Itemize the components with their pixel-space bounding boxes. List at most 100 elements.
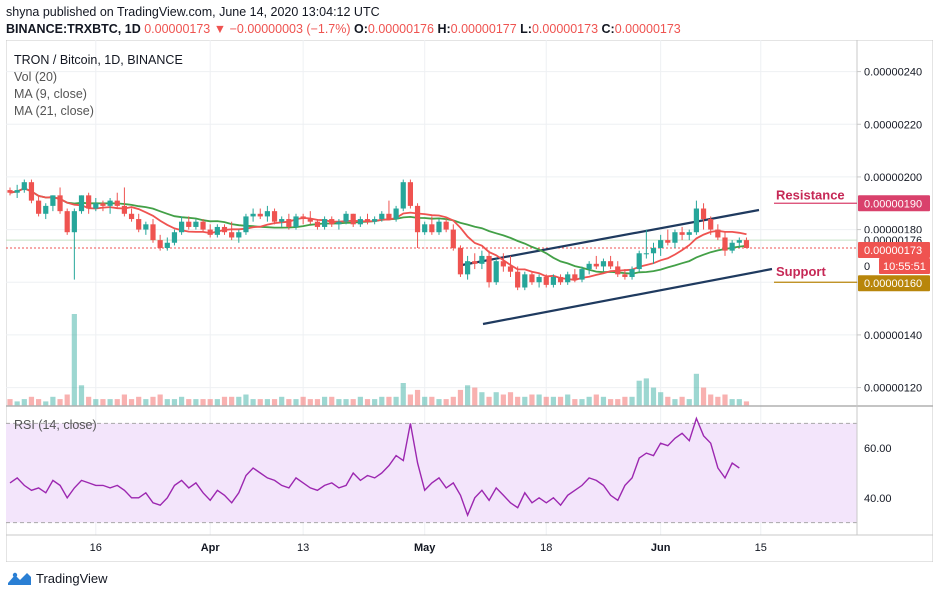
candle-72 bbox=[522, 271, 528, 291]
time-axis[interactable]: 16 Apr 13 May 18 Jun 15 bbox=[90, 542, 767, 554]
candle-body-31 bbox=[229, 232, 235, 238]
candle-body-43 bbox=[314, 221, 321, 227]
volume-bar-37 bbox=[271, 399, 278, 406]
candle-body-25 bbox=[186, 221, 192, 227]
volume-bar-36 bbox=[264, 399, 270, 406]
legend-ma21[interactable]: MA (21, close) bbox=[14, 104, 94, 118]
volume-bar-18 bbox=[136, 396, 142, 406]
candle-body-74 bbox=[536, 276, 542, 283]
candle-46 bbox=[336, 219, 342, 230]
candle-27 bbox=[200, 219, 206, 233]
resistance-tag-text: 0.00000190 bbox=[864, 198, 922, 210]
volume-bar-99 bbox=[715, 396, 721, 406]
candle-75 bbox=[543, 274, 549, 288]
volume-bar-91 bbox=[658, 392, 664, 406]
rsi-tick-label-1: 40.00 bbox=[864, 493, 892, 505]
candle-39 bbox=[286, 213, 292, 230]
volume-bar-85 bbox=[615, 399, 621, 406]
volume-bar-101 bbox=[729, 399, 735, 406]
candle-30 bbox=[221, 224, 228, 235]
candle-19 bbox=[143, 221, 149, 235]
candle-body-59 bbox=[429, 224, 435, 233]
candle-59 bbox=[429, 216, 435, 235]
candle-body-72 bbox=[522, 274, 528, 288]
volume-bar-32 bbox=[236, 396, 242, 406]
resistance-label: Resistance bbox=[776, 187, 845, 202]
candle-body-11 bbox=[86, 195, 92, 209]
volume-bar-95 bbox=[686, 399, 692, 406]
y-tick-label-2: 0.00000200 bbox=[864, 172, 922, 184]
partial-axis-label: 0 bbox=[864, 261, 870, 273]
candle-47 bbox=[343, 211, 349, 225]
candle-76 bbox=[550, 274, 556, 288]
symbol-label: BINANCE:TRXBTC, 1D bbox=[6, 22, 141, 36]
candle-37 bbox=[271, 208, 278, 225]
x-tick-label-0: 16 bbox=[90, 542, 102, 554]
candle-7 bbox=[57, 187, 63, 214]
x-tick-label-3: May bbox=[414, 542, 436, 554]
volume-bar-52 bbox=[379, 396, 385, 406]
candle-36 bbox=[264, 205, 270, 222]
volume-bar-2 bbox=[21, 399, 27, 406]
candle-84 bbox=[608, 255, 614, 270]
volume-bar-24 bbox=[179, 396, 185, 406]
candle-68 bbox=[493, 258, 499, 285]
volume-bar-6 bbox=[50, 396, 56, 406]
chart-legend: TRON / Bitcoin, 1D, BINANCE Vol (20) MA … bbox=[14, 52, 183, 120]
volume-bar-87 bbox=[629, 396, 635, 406]
rsi-axis[interactable]: 60.00 40.00 bbox=[864, 443, 892, 505]
volume-bar-26 bbox=[193, 399, 199, 406]
volume-bar-8 bbox=[64, 394, 70, 406]
candle-body-15 bbox=[114, 200, 120, 206]
y-tick-label-1: 0.00000220 bbox=[864, 119, 922, 131]
close-label: C: bbox=[601, 22, 615, 36]
candle-body-61 bbox=[443, 221, 449, 230]
volume-bar-59 bbox=[429, 396, 435, 406]
tradingview-brand[interactable]: TradingView bbox=[6, 570, 108, 586]
countdown-text: 10:55:51 bbox=[883, 261, 926, 273]
candle-80 bbox=[579, 266, 585, 283]
candle-21 bbox=[157, 234, 163, 251]
legend-volume[interactable]: Vol (20) bbox=[14, 70, 58, 84]
volume-bar-62 bbox=[450, 396, 456, 406]
volume-bar-69 bbox=[500, 394, 506, 406]
volume-bar-103 bbox=[743, 401, 750, 406]
candle-3 bbox=[28, 179, 35, 204]
legend-rsi[interactable]: RSI (14, close) bbox=[14, 418, 97, 432]
channel-lower-line bbox=[482, 267, 773, 326]
volume-bar-97 bbox=[700, 387, 707, 406]
candle-body-17 bbox=[128, 213, 135, 220]
volume-bar-64 bbox=[465, 385, 471, 406]
chart-canvas[interactable]: 0.000002400.000002200.000002000.00000180… bbox=[6, 40, 933, 562]
rsi-band bbox=[6, 423, 857, 523]
volume-bar-63 bbox=[457, 389, 464, 406]
candle-81 bbox=[586, 261, 592, 275]
candle-body-98 bbox=[708, 219, 714, 230]
candle-body-89 bbox=[643, 253, 649, 255]
candle-body-70 bbox=[507, 266, 514, 272]
low-value: 0.00000173 bbox=[531, 22, 599, 36]
candle-95 bbox=[686, 229, 692, 241]
candle-67 bbox=[486, 250, 492, 288]
volume-bar-54 bbox=[393, 396, 399, 406]
candle-body-14 bbox=[107, 200, 113, 206]
candle-body-39 bbox=[286, 219, 292, 227]
last-price-tag-text: 0.00000173 bbox=[864, 245, 922, 257]
candle-body-40 bbox=[293, 216, 299, 227]
candle-body-65 bbox=[472, 261, 478, 264]
candle-body-68 bbox=[493, 261, 499, 283]
candle-98 bbox=[708, 216, 714, 235]
candle-41 bbox=[300, 213, 306, 225]
candle-15 bbox=[114, 192, 120, 209]
volume-bar-45 bbox=[329, 396, 335, 406]
candle-body-38 bbox=[279, 219, 285, 222]
legend-ma9[interactable]: MA (9, close) bbox=[14, 87, 87, 101]
volume-bar-25 bbox=[186, 399, 192, 406]
candle-8 bbox=[64, 208, 70, 235]
volume-bar-34 bbox=[250, 399, 256, 406]
candle-33 bbox=[243, 213, 249, 235]
volume-bar-19 bbox=[143, 399, 149, 406]
x-tick-label-4: 18 bbox=[540, 542, 552, 554]
volume-bar-83 bbox=[600, 396, 607, 406]
rsi-line bbox=[9, 416, 740, 518]
